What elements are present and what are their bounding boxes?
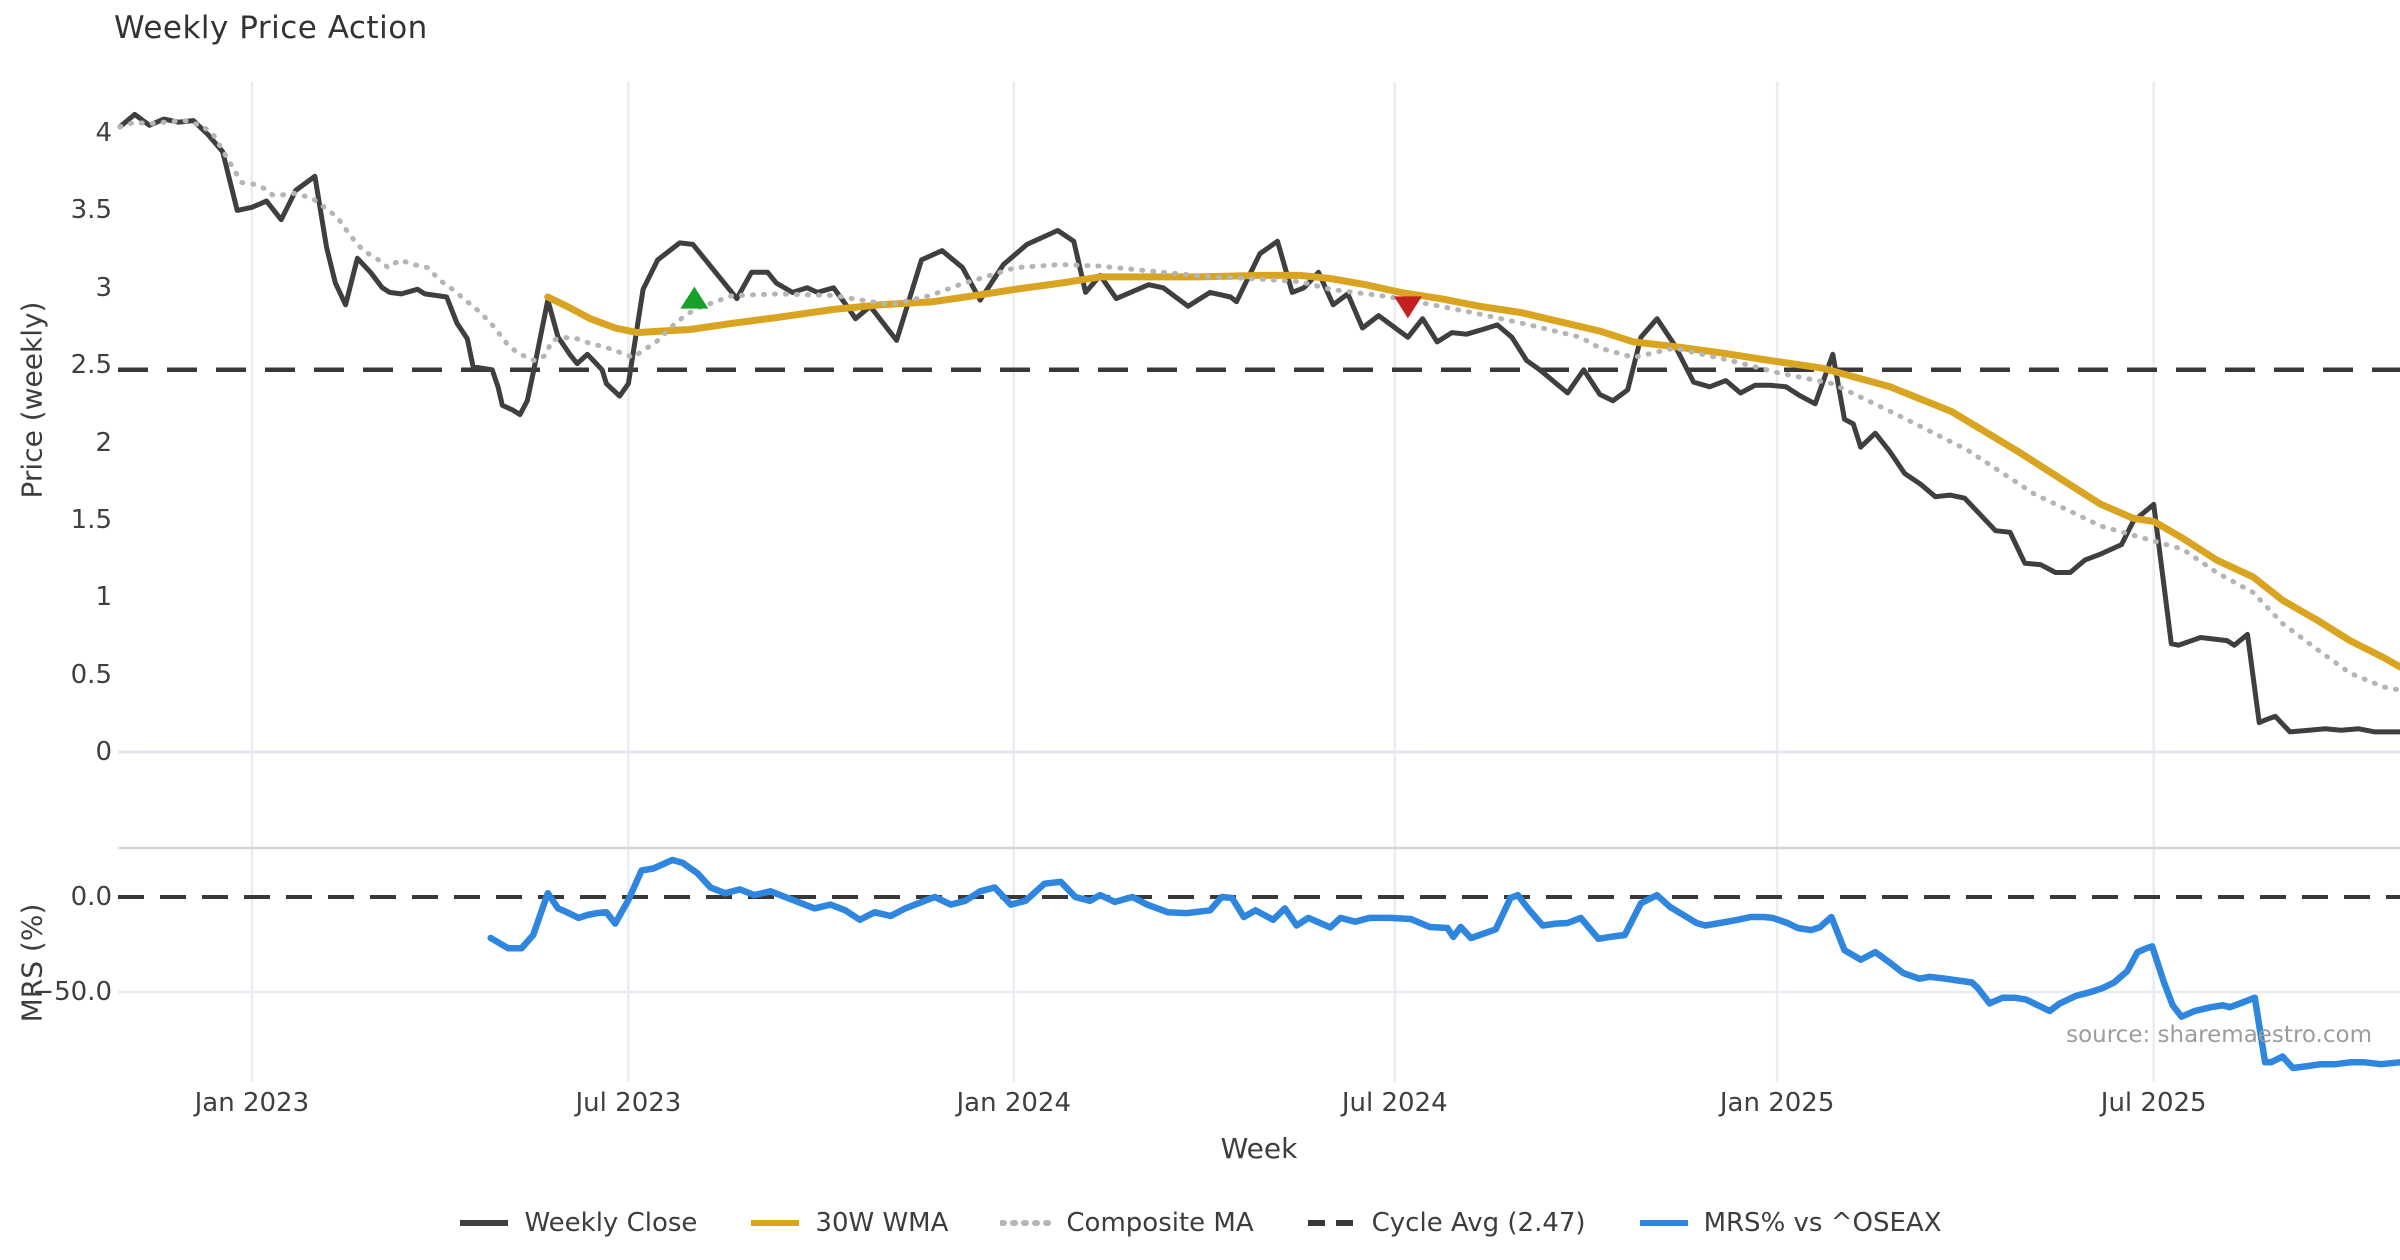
- legend-item-label: 30W WMA: [815, 1208, 949, 1238]
- source-watermark: source: sharemaestro.com: [2066, 1022, 2372, 1048]
- legend-item-label: Composite MA: [1066, 1208, 1254, 1238]
- week-tick-label: Jul 2023: [575, 1088, 682, 1118]
- price-tick-label: 0.5: [70, 659, 112, 690]
- legend-swatch-solid-icon: [1639, 1220, 1688, 1226]
- price-tick-label: 1: [95, 582, 112, 613]
- legend-item-mrs-vs-oseax[interactable]: MRS% vs ^OSEAX: [1638, 1208, 1942, 1238]
- price-tick-label: 3.5: [70, 195, 112, 226]
- legend-item-30w-wma[interactable]: 30W WMA: [749, 1208, 948, 1238]
- sell-marker-icon[interactable]: [1393, 296, 1422, 319]
- price-tick-label: 2.5: [70, 350, 112, 381]
- legend-item-label: Weekly Close: [524, 1208, 698, 1238]
- legend-swatch-dashed-icon: [1307, 1220, 1356, 1226]
- price-axis-title: Price (weekly): [15, 301, 49, 499]
- legend: Weekly Close 30W WMA Composite MA Cycle Avg…: [0, 1208, 2400, 1238]
- week-tick-label: Jul 2024: [1341, 1088, 1448, 1118]
- price-tick-label: 4: [95, 118, 112, 148]
- week-tick-label: Jul 2025: [2100, 1088, 2207, 1118]
- legend-item-weekly-close[interactable]: Weekly Close: [458, 1208, 697, 1238]
- week-tick-label: Jan 2024: [956, 1088, 1072, 1118]
- mrs-tick-label: 0.0: [70, 882, 112, 912]
- wma-30w-line: [544, 271, 2400, 671]
- price-tick-label: 2: [95, 427, 112, 458]
- mrs-line: [487, 856, 2400, 1072]
- price-tick-label: 1.5: [70, 504, 112, 535]
- legend-swatch-solid-icon: [751, 1220, 800, 1226]
- price-tick-label: 0: [95, 737, 112, 767]
- mrs-tick-label: −50.0: [32, 977, 112, 1007]
- buy-marker-icon[interactable]: [680, 286, 709, 309]
- composite-ma-dotted-line: [117, 118, 2400, 693]
- legend-item-composite-ma[interactable]: Composite MA: [1000, 1208, 1254, 1238]
- legend-item-label: MRS% vs ^OSEAX: [1703, 1208, 1942, 1238]
- chart-title: Weekly Price Action: [114, 10, 428, 46]
- legend-item-cycle-avg-2-47[interactable]: Cycle Avg (2.47): [1306, 1208, 1586, 1238]
- legend-swatch-dotted-icon: [1000, 1220, 1053, 1226]
- week-tick-label: Jan 2023: [194, 1088, 310, 1118]
- legend-item-label: Cycle Avg (2.47): [1371, 1208, 1586, 1238]
- legend-swatch-solid-icon: [460, 1220, 509, 1226]
- week-axis-title: Week: [1220, 1132, 1298, 1165]
- week-tick-label: Jan 2025: [1719, 1088, 1835, 1118]
- price-tick-label: 3: [95, 272, 112, 303]
- weekly-close-line: [117, 111, 2400, 735]
